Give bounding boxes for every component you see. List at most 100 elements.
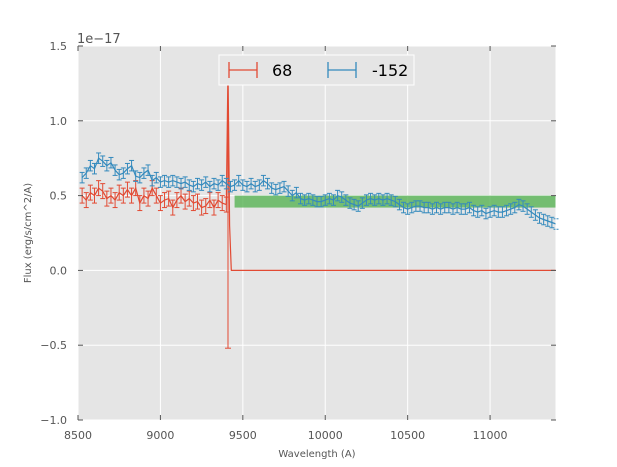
series-layer	[79, 68, 559, 349]
legend: 68 -152	[218, 54, 415, 86]
error-bar	[186, 190, 192, 207]
error-bar	[137, 171, 143, 184]
error-bar	[532, 209, 538, 221]
error-bar	[149, 174, 155, 187]
error-bar	[417, 200, 423, 212]
error-bar	[104, 190, 110, 207]
error-bar	[190, 195, 196, 212]
error-bar	[405, 203, 411, 215]
error-bar	[363, 194, 369, 206]
error-bar	[215, 192, 221, 209]
x-tick-label: 8500	[64, 429, 92, 442]
error-bar	[306, 192, 312, 205]
error-bar	[508, 203, 514, 215]
legend-label: 68	[272, 61, 292, 80]
error-bar	[195, 177, 200, 190]
error-bar	[351, 198, 357, 211]
y-axis-ticks: −1.0 −0.5 0.0 0.5 1.0 1.5	[40, 40, 556, 427]
error-bar	[265, 177, 271, 190]
error-bar	[87, 159, 93, 172]
error-bar	[392, 195, 398, 208]
error-bar	[211, 199, 217, 216]
error-bar	[401, 201, 407, 214]
error-bar	[190, 180, 196, 193]
error-bar	[269, 182, 275, 194]
plot-background	[78, 46, 556, 420]
error-bar	[129, 187, 135, 204]
error-bar	[252, 180, 258, 193]
error-bar	[466, 201, 472, 214]
error-bar	[339, 191, 345, 203]
error-bar	[166, 190, 172, 207]
error-bar	[120, 167, 126, 179]
error-bar	[273, 183, 279, 196]
error-bar	[541, 213, 547, 226]
error-bar	[112, 192, 118, 209]
error-bar	[318, 195, 324, 208]
error-bar	[285, 185, 291, 197]
error-bar	[425, 201, 431, 214]
error-bar	[388, 194, 394, 206]
error-bar	[211, 177, 217, 190]
error-bar	[520, 200, 526, 212]
plot-area	[78, 46, 556, 420]
error-bar	[462, 203, 468, 215]
error-bar	[504, 204, 510, 217]
error-bar	[281, 180, 287, 193]
error-bar	[260, 174, 266, 187]
error-bar	[330, 194, 336, 206]
error-bar	[96, 152, 102, 164]
error-bar	[112, 164, 118, 176]
error-bar	[409, 201, 415, 214]
series-tail-line	[225, 68, 556, 271]
error-bar	[203, 198, 209, 215]
error-bar	[372, 194, 378, 206]
error-bar	[182, 193, 188, 210]
error-bar	[124, 181, 130, 198]
error-bar	[368, 192, 374, 205]
error-bar	[248, 177, 254, 190]
error-bar	[215, 179, 221, 191]
legend-box	[218, 54, 415, 86]
error-bar	[195, 193, 200, 210]
error-bar	[240, 179, 246, 191]
error-bar	[120, 187, 126, 204]
error-bar	[145, 190, 151, 207]
series-0	[79, 68, 556, 349]
error-bar	[475, 206, 481, 218]
error-bar	[116, 184, 122, 201]
legend-item	[228, 62, 258, 78]
error-bar	[516, 198, 522, 211]
error-bar	[124, 162, 130, 175]
error-bar	[471, 204, 477, 217]
error-bar	[207, 180, 213, 193]
y-offset-label: 1e−17	[77, 32, 121, 47]
error-bar	[157, 195, 163, 212]
error-bar	[446, 201, 452, 214]
error-bar	[87, 184, 93, 201]
x-tick-label: 10500	[390, 429, 425, 442]
error-bar	[162, 192, 168, 209]
y-tick-label: 0.5	[50, 190, 68, 203]
legend-label: -152	[372, 61, 408, 80]
error-bar	[512, 201, 518, 214]
error-bar	[199, 199, 205, 216]
error-bar	[429, 203, 435, 215]
error-bar	[524, 203, 530, 215]
error-bar	[347, 197, 353, 209]
error-bar	[162, 174, 168, 187]
error-bar	[203, 176, 209, 188]
series-line	[81, 157, 557, 225]
error-bar	[178, 177, 184, 190]
error-bar	[170, 199, 176, 216]
error-bar	[186, 179, 192, 191]
error-bar	[141, 187, 147, 204]
error-bar	[289, 189, 295, 202]
error-bar	[256, 179, 262, 191]
error-bar	[100, 183, 106, 200]
y-tick-label: 1.5	[50, 40, 68, 53]
error-bar	[483, 207, 489, 220]
error-bar	[376, 192, 382, 205]
error-bar	[302, 194, 308, 206]
error-bar	[133, 170, 139, 182]
